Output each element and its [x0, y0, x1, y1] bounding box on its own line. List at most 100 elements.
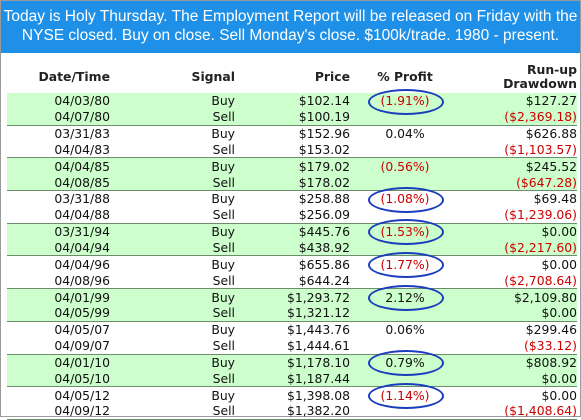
signal-cell: Sell: [110, 304, 235, 322]
price-cell: $1,382.20: [235, 403, 350, 420]
runup-drawdown-cell: $808.92: [460, 354, 577, 371]
price-cell: $1,321.12: [235, 304, 350, 322]
price-cell: $1,443.76: [286, 322, 350, 338]
price-cell: $1,293.72: [235, 288, 350, 305]
date-cell: 04/04/85: [7, 157, 110, 175]
runup-drawdown-cell: ($647.28): [460, 174, 577, 192]
profit-cell: 0.04%: [385, 126, 425, 142]
signal-cell: Buy: [110, 223, 235, 240]
price-cell: $1,178.10: [235, 354, 350, 371]
trades-table: Date/Time Signal Price % Profit Run-up D…: [7, 61, 577, 420]
runup-drawdown-cell: ($2,217.60): [460, 239, 577, 257]
col-profit-header: % Profit: [377, 69, 433, 84]
signal-cell: Buy: [211, 256, 235, 272]
runup-drawdown-cell: ($33.12): [460, 337, 577, 355]
profit-cell: 2.12%: [350, 288, 460, 305]
table-row: 03/31/88 Buy $258.88 (1.08%) $69.48: [7, 191, 577, 207]
date-cell: 04/08/85: [7, 174, 110, 192]
profit-cell: [350, 108, 460, 126]
runup-drawdown-cell: ($1,103.57): [460, 141, 577, 159]
profit-cell: [350, 370, 460, 388]
price-cell: $153.02: [235, 141, 350, 159]
date-cell: 04/05/12: [54, 387, 110, 403]
runup-drawdown-cell: $0.00: [460, 304, 577, 322]
profit-cell: (0.56%): [350, 157, 460, 175]
signal-cell: Sell: [110, 206, 235, 224]
runup-drawdown-cell: $0.00: [460, 223, 577, 240]
col-price-header: Price: [314, 69, 350, 84]
table-row: 04/05/12 Buy $1,398.08 (1.14%) $0.00: [7, 387, 577, 403]
date-cell: 04/05/07: [54, 322, 110, 338]
table-row: 04/04/83 Sell $153.02 ($1,103.57): [7, 141, 577, 159]
price-cell: $1,444.61: [235, 337, 350, 355]
table-row: 04/05/10 Sell $1,187.44 $0.00: [7, 370, 577, 388]
signal-cell: Buy: [110, 288, 235, 305]
table-row: 04/05/99 Sell $1,321.12 $0.00: [7, 304, 577, 322]
runup-drawdown-cell: ($1,239.06): [460, 206, 577, 224]
date-cell: 04/05/10: [7, 370, 110, 388]
signal-cell: Sell: [110, 370, 235, 388]
table-row: 04/07/80 Sell $100.19 ($2,369.18): [7, 108, 577, 126]
runup-drawdown-cell: $0.00: [460, 370, 577, 388]
date-cell: 04/04/96: [54, 256, 110, 272]
table-header-row: Date/Time Signal Price % Profit Run-up D…: [7, 61, 577, 93]
signal-cell: Buy: [211, 126, 235, 142]
profit-cell: 0.79%: [350, 354, 460, 371]
signal-cell: Sell: [110, 337, 235, 355]
runup-label: Run-up: [526, 62, 577, 77]
date-cell: 03/31/94: [7, 223, 110, 240]
table-row: 03/31/94 Buy $445.76 (1.53%) $0.00: [7, 223, 577, 240]
price-cell: $179.02: [235, 157, 350, 175]
runup-drawdown-cell: $127.27: [460, 93, 577, 109]
runup-drawdown-cell: ($2,708.64): [460, 272, 577, 290]
profit-cell: [350, 239, 460, 257]
table-row: 03/31/83 Buy $152.96 0.04% $626.88: [7, 125, 577, 141]
price-cell: $102.14: [235, 93, 350, 109]
header-line-2: NYSE closed. Buy on close. Sell Monday's…: [21, 27, 560, 44]
profit-cell: 0.06%: [385, 322, 425, 338]
signal-cell: Buy: [211, 387, 235, 403]
price-cell: $445.76: [235, 223, 350, 240]
profit-cell: [350, 174, 460, 192]
signal-cell: Buy: [110, 354, 235, 371]
date-cell: 03/31/83: [54, 126, 110, 142]
table-row: 04/08/96 Sell $644.24 ($2,708.64): [7, 272, 577, 290]
profit-cell: [350, 141, 460, 159]
runup-drawdown-cell: $299.46: [525, 322, 577, 338]
table-row: 04/04/88 Sell $256.09 ($1,239.06): [7, 206, 577, 224]
price-cell: $1,398.08: [286, 387, 350, 403]
table-row: 04/05/07 Buy $1,443.76 0.06% $299.46: [7, 321, 577, 337]
profit-cell: (1.77%): [380, 256, 430, 272]
col-runup-drawdown-header: Run-up Drawdown: [460, 61, 577, 93]
profit-cell: [350, 304, 460, 322]
profit-cell: (1.53%): [350, 223, 460, 240]
header-line-1: Today is Holy Thursday. The Employment R…: [3, 8, 578, 25]
price-cell: $100.19: [235, 108, 350, 126]
table-row: 04/08/85 Sell $178.02 ($647.28): [7, 174, 577, 192]
table-row: 04/04/96 Buy $655.86 (1.77%) $0.00: [7, 256, 577, 272]
date-cell: 04/05/99: [7, 304, 110, 322]
signal-cell: Sell: [110, 272, 235, 290]
date-cell: 04/09/12: [7, 403, 110, 420]
table-row: 04/04/94 Sell $438.92 ($2,217.60): [7, 239, 577, 257]
date-cell: 04/03/80: [7, 93, 110, 109]
signal-cell: Buy: [110, 157, 235, 175]
runup-drawdown-cell: ($2,369.18): [460, 108, 577, 126]
runup-drawdown-cell: $0.00: [541, 387, 577, 403]
runup-drawdown-cell: $0.00: [541, 256, 577, 272]
date-cell: 04/04/83: [7, 141, 110, 159]
profit-cell: (1.91%): [350, 93, 460, 109]
price-cell: $178.02: [235, 174, 350, 192]
date-cell: 04/04/94: [7, 239, 110, 257]
signal-cell: Sell: [110, 174, 235, 192]
date-cell: 04/01/99: [7, 288, 110, 305]
signal-cell: Sell: [110, 108, 235, 126]
date-cell: 04/09/07: [7, 337, 110, 355]
price-cell: $438.92: [235, 239, 350, 257]
date-cell: 04/01/10: [7, 354, 110, 371]
price-cell: $152.96: [298, 126, 350, 142]
profit-cell: (1.14%): [380, 387, 430, 403]
col-signal-header: Signal: [191, 69, 235, 84]
date-cell: 04/04/88: [7, 206, 110, 224]
